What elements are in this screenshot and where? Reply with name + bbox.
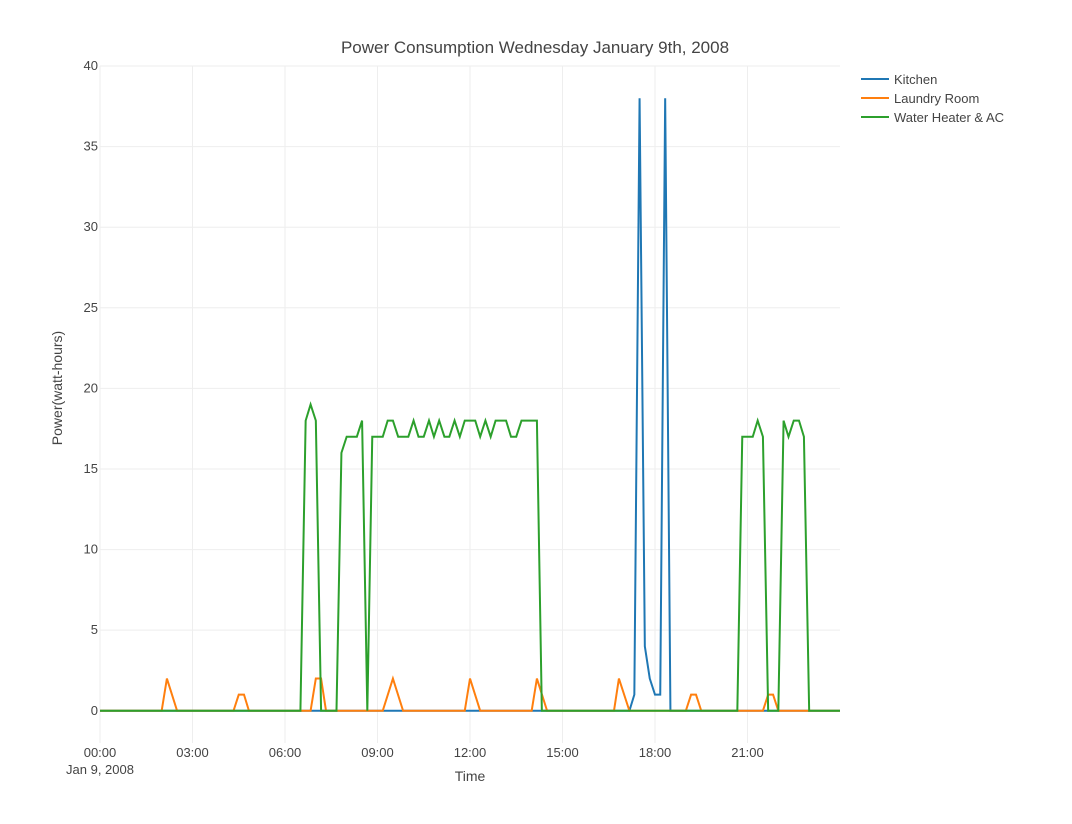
series-layer [100, 98, 840, 712]
y-tick-label: 5 [91, 622, 98, 637]
legend-item-water-heater-ac[interactable]: Water Heater & AC [861, 110, 1004, 125]
series-line-laundry-room [100, 675, 840, 712]
y-tick-label: 40 [84, 58, 98, 73]
legend-item-laundry-room[interactable]: Laundry Room [861, 91, 979, 106]
x-tick-label: 18:00 [639, 745, 672, 760]
y-tick-label: 10 [84, 542, 98, 557]
legend[interactable]: Kitchen Laundry Room Water Heater & AC [861, 72, 1004, 125]
x-tick-label: 06:00 [269, 745, 302, 760]
series-line-water-heater-ac [100, 401, 840, 712]
x-tick-label: 21:00 [731, 745, 764, 760]
legend-label: Laundry Room [894, 91, 979, 106]
x-tick-label: 03:00 [176, 745, 209, 760]
x-tick-label: 12:00 [454, 745, 487, 760]
tick-layer: 0 5 10 15 20 25 30 35 40 00:00 Jan 9, 2008 03:00 06:… [66, 58, 764, 777]
y-tick-label: 20 [84, 380, 98, 395]
y-tick-label: 30 [84, 219, 98, 234]
x-axis-label: Time [455, 768, 486, 784]
legend-label: Kitchen [894, 72, 937, 87]
x-tick-label: 15:00 [546, 745, 579, 760]
x-tick-label: 00:00 [84, 745, 117, 760]
legend-label: Water Heater & AC [894, 110, 1004, 125]
y-tick-label: 15 [84, 461, 98, 476]
y-axis-label: Power(watt-hours) [49, 331, 65, 445]
y-tick-label: 25 [84, 300, 98, 315]
y-tick-label: 35 [84, 139, 98, 154]
chart-title: Power Consumption Wednesday January 9th,… [341, 38, 729, 57]
series-line-kitchen [100, 98, 840, 712]
x-tick-label: 09:00 [361, 745, 394, 760]
x-tick-sublabel: Jan 9, 2008 [66, 762, 134, 777]
y-tick-label: 0 [91, 703, 98, 718]
legend-item-kitchen[interactable]: Kitchen [861, 72, 937, 87]
grid-layer [99, 65, 840, 743]
